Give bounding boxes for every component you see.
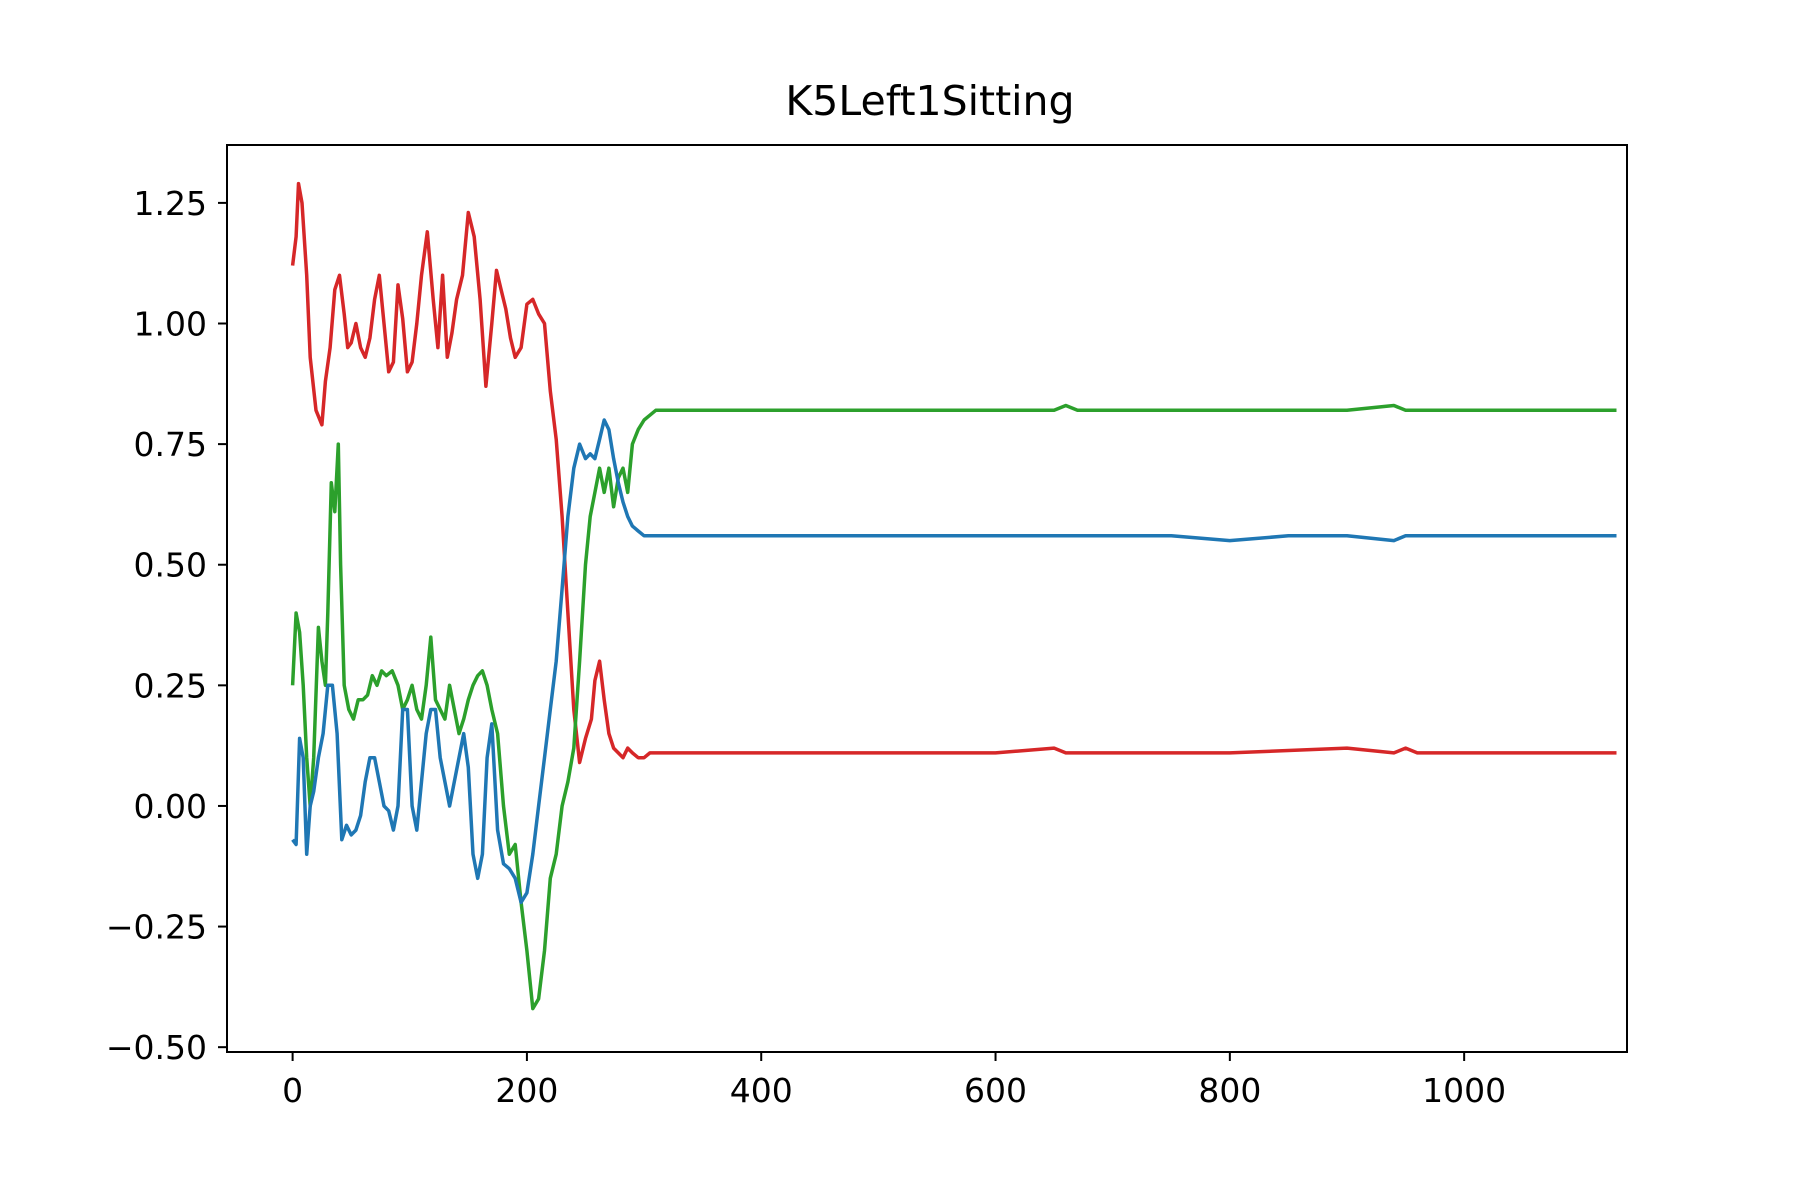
x-tick-label: 1000 [1422, 1071, 1506, 1110]
series-line-1 [290, 181, 1617, 765]
x-tick-label: 0 [282, 1071, 303, 1110]
chart-title: K5Left1Sitting [785, 77, 1074, 125]
y-tick-label: 1.25 [134, 184, 207, 223]
x-tick-label: 400 [730, 1071, 793, 1110]
x-tick-label: 600 [964, 1071, 1027, 1110]
y-axis: −0.50 −0.25 0.00 0.25 0.50 0.75 1.00 1.25 [106, 184, 227, 1067]
series-line-2 [290, 403, 1617, 1011]
y-tick-label: −0.25 [106, 908, 207, 947]
plot-frame [226, 144, 1628, 1053]
series-line-3 [291, 418, 1617, 905]
y-tick-label: 0.25 [134, 666, 207, 705]
y-tick-label: 1.00 [134, 305, 207, 344]
y-tick-label: 0.50 [134, 546, 207, 585]
series-layer [290, 181, 1617, 1011]
x-tick-label: 800 [1198, 1071, 1261, 1110]
x-tick-label: 200 [495, 1071, 558, 1110]
x-axis: 0 200 400 600 800 1000 [282, 1052, 1506, 1110]
y-tick-label: 0.75 [134, 425, 207, 464]
y-tick-label: −0.50 [106, 1028, 207, 1067]
y-tick-label: 0.00 [134, 787, 207, 826]
